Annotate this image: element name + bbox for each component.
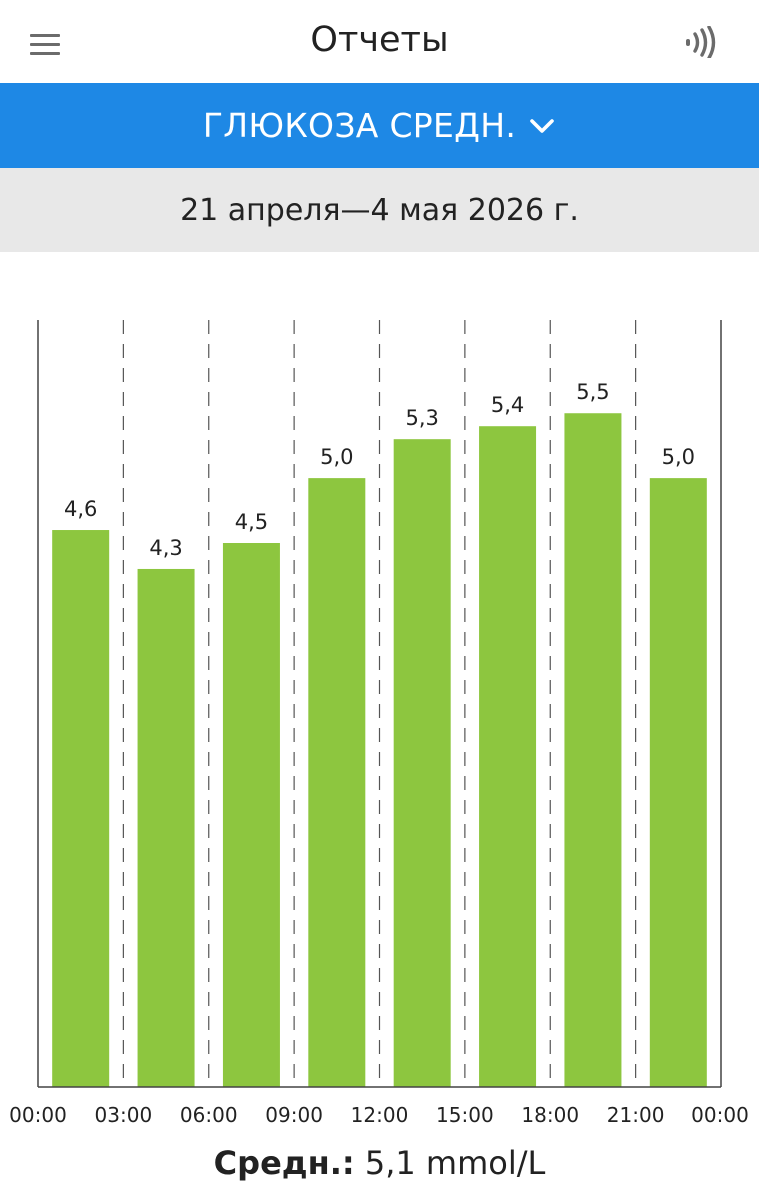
bar-value-label: 5,0 [662, 445, 695, 469]
bar [393, 439, 451, 1087]
chart-canvas: 4,6 4,3 4,5 5,0 5,3 5,4 5,5 5,0 00:00 03:00 06:00 0… [9, 320, 749, 1127]
bar [52, 530, 110, 1087]
bar-value-label: 5,3 [405, 406, 438, 430]
bar-value-label: 5,4 [491, 393, 524, 417]
x-tick-label: 12:00 [351, 1103, 409, 1127]
x-tick-label: 18:00 [521, 1103, 579, 1127]
bar [308, 478, 366, 1087]
page-title: Отчеты [310, 20, 449, 60]
x-tick-label: 00:00 [691, 1103, 749, 1127]
bar-value-label: 5,0 [320, 445, 353, 469]
average-label: Средн.: [213, 1144, 355, 1182]
average-value: 5,1 mmol/L [364, 1144, 546, 1182]
report-type-label: ГЛЮКОЗА СРЕДН. [202, 106, 517, 145]
x-tick-label: 03:00 [95, 1103, 153, 1127]
date-range-bar: 21 апреля—4 мая 2026 г. [0, 168, 759, 252]
bar-value-label: 4,5 [235, 510, 268, 534]
bar-value-label: 4,3 [149, 536, 182, 560]
glucose-average-chart: 4,6 4,3 4,5 5,0 5,3 5,4 5,5 5,0 00:00 03:00 06:00 0… [0, 252, 759, 1142]
bar-value-label: 4,6 [64, 497, 97, 521]
x-tick-label: 06:00 [180, 1103, 238, 1127]
x-tick-label: 21:00 [607, 1103, 665, 1127]
nfc-signal-icon[interactable] [684, 25, 720, 60]
x-tick-label: 15:00 [436, 1103, 494, 1127]
x-tick-label: 00:00 [9, 1103, 67, 1127]
bar [564, 413, 622, 1087]
bar-value-label: 5,5 [576, 380, 609, 404]
chevron-down-icon [530, 118, 554, 133]
date-range-text: 21 апреля—4 мая 2026 г. [180, 192, 579, 228]
report-type-dropdown[interactable]: ГЛЮКОЗА СРЕДН. [0, 83, 759, 168]
average-summary: Средн.: 5,1 mmol/L [0, 1144, 759, 1182]
bar [222, 543, 280, 1087]
bar [479, 426, 537, 1087]
x-tick-label: 09:00 [265, 1103, 323, 1127]
bar [137, 568, 195, 1087]
top-bar: Отчеты [0, 0, 759, 83]
bar [649, 478, 707, 1087]
hamburger-menu-icon[interactable] [30, 34, 60, 56]
